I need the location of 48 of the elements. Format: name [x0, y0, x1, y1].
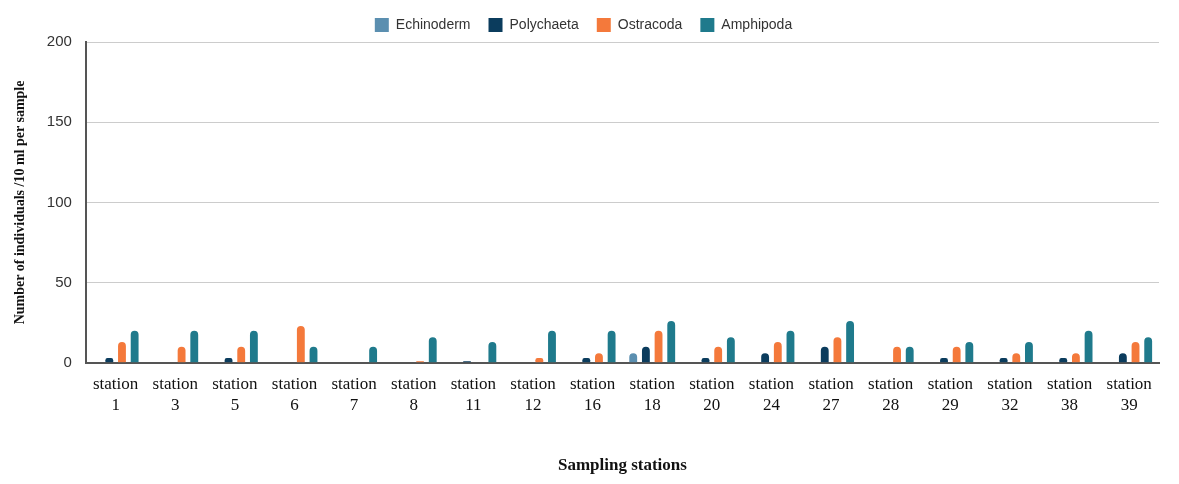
x-tick-label: station 11	[450, 374, 497, 414]
x-tick-label: station 18	[629, 374, 676, 414]
x-tick-label: station 38	[1046, 374, 1093, 414]
legend-label: Polychaeta	[509, 15, 579, 32]
bar	[190, 330, 199, 363]
y-tick-label: 100	[46, 192, 72, 210]
x-tick-label: station 32	[987, 374, 1034, 414]
x-tick-label: station 29	[927, 374, 974, 414]
bar	[1084, 330, 1093, 363]
bar	[1131, 341, 1140, 363]
bar	[846, 321, 855, 363]
x-tick-label: station 6	[271, 374, 318, 414]
bar	[833, 337, 842, 363]
y-tick-label: 0	[63, 352, 72, 370]
bar	[1144, 337, 1153, 363]
bar	[428, 337, 437, 363]
y-axis-title: Number of individuals /10 ml per sample	[12, 80, 28, 325]
x-tick-label: station 3	[152, 374, 199, 414]
bar	[296, 325, 305, 363]
legend-label: Ostracoda	[617, 15, 683, 32]
y-tick-label: 50	[55, 272, 72, 290]
bar	[548, 330, 556, 363]
x-tick-label: station 39	[1106, 374, 1153, 414]
bar	[667, 321, 676, 363]
x-tick-label: station 20	[689, 374, 735, 414]
x-tick-label: station 27	[808, 374, 855, 414]
bar	[607, 330, 616, 363]
bar	[773, 341, 782, 363]
bar	[249, 330, 258, 363]
bar	[1025, 341, 1033, 363]
x-tick-label: station 12	[510, 374, 557, 414]
legend-label: Echinoderm	[395, 15, 471, 32]
x-tick-label: station 1	[92, 374, 139, 414]
legend-label: Amphipoda	[721, 15, 793, 32]
y-tick-label: 200	[46, 32, 72, 50]
x-tick-label: station 5	[212, 374, 259, 414]
y-tick-label: 150	[46, 112, 72, 130]
x-tick-label: station 28	[868, 374, 914, 414]
bar	[118, 341, 126, 363]
x-axis-title: Sampling stations	[557, 455, 688, 475]
bar	[726, 337, 735, 363]
bar	[965, 341, 974, 363]
x-tick-label: station 24	[748, 374, 795, 414]
bar	[488, 341, 497, 363]
x-tick-label: station 8	[391, 374, 437, 414]
x-tick-label: station 16	[569, 374, 616, 414]
x-tick-label: station 7	[331, 374, 378, 414]
bar	[130, 330, 139, 363]
